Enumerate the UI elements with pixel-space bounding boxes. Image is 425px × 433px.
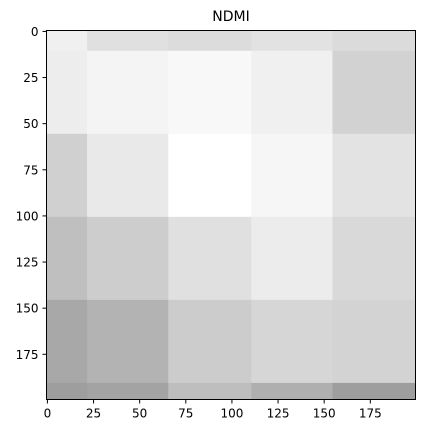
heatmap-cell-r0-c3 <box>251 30 333 52</box>
heatmap-cell-r2-c1 <box>87 133 169 218</box>
heatmap-cells <box>46 30 416 400</box>
y-tick-label: 50 <box>23 117 38 131</box>
heatmap-cell-r5-c1 <box>87 382 169 400</box>
heatmap-cell-r0-c1 <box>87 30 169 52</box>
y-tick-label: 125 <box>16 256 39 270</box>
y-tick-label: 25 <box>23 71 38 85</box>
heatmap-cell-r0-c4 <box>332 30 416 52</box>
heatmap-cell-r0-c2 <box>168 30 252 52</box>
heatmap-cell-r4-c0 <box>46 299 88 384</box>
heatmap-cell-r2-c3 <box>251 133 333 218</box>
y-tick-label: 100 <box>16 209 39 223</box>
x-tick-label: 125 <box>267 407 290 421</box>
heatmap-cell-r1-c4 <box>332 50 416 135</box>
plot-frame <box>46 30 416 400</box>
heatmap-cell-r1-c2 <box>168 50 252 135</box>
heatmap-cell-r1-c3 <box>251 50 333 135</box>
y-tick-label: 0 <box>31 25 39 39</box>
heatmap-cell-r2-c4 <box>332 133 416 218</box>
x-tick-label: 75 <box>178 407 193 421</box>
x-tick-label: 100 <box>220 407 243 421</box>
heatmap-cell-r4-c4 <box>332 299 416 384</box>
heatmap-cell-r3-c2 <box>168 216 252 301</box>
x-tick-label: 25 <box>86 407 101 421</box>
heatmap-cell-r4-c1 <box>87 299 169 384</box>
x-axis: 0 25 50 75 100 125 150 175 <box>44 399 382 421</box>
heatmap-cell-r3-c3 <box>251 216 333 301</box>
y-tick-label: 175 <box>16 348 39 362</box>
x-tick-label: 0 <box>44 407 52 421</box>
heatmap-cell-r5-c0 <box>46 382 88 400</box>
chart-title: NDMI <box>212 9 249 25</box>
heatmap-cell-r2-c2 <box>168 133 252 218</box>
heatmap-cell-r3-c0 <box>46 216 88 301</box>
x-tick-label: 175 <box>359 407 382 421</box>
y-tick-label: 150 <box>16 302 39 316</box>
heatmap-cell-r5-c3 <box>251 382 333 400</box>
heatmap-cell-r3-c4 <box>332 216 416 301</box>
heatmap-cell-r4-c2 <box>168 299 252 384</box>
y-tick-label: 75 <box>23 163 38 177</box>
heatmap-cell-r4-c3 <box>251 299 333 384</box>
heatmap-cell-r0-c0 <box>46 30 88 52</box>
heatmap-cell-r1-c0 <box>46 50 88 135</box>
heatmap-cell-r3-c1 <box>87 216 169 301</box>
heatmap-cell-r5-c4 <box>332 382 416 400</box>
heatmap-cell-r1-c1 <box>87 50 169 135</box>
heatmap-cell-r2-c0 <box>46 133 88 218</box>
x-tick-label: 150 <box>313 407 336 421</box>
heatmap-cell-r5-c2 <box>168 382 252 400</box>
y-axis: 0 25 50 75 100 125 150 175 <box>16 25 47 362</box>
x-tick-label: 50 <box>132 407 147 421</box>
